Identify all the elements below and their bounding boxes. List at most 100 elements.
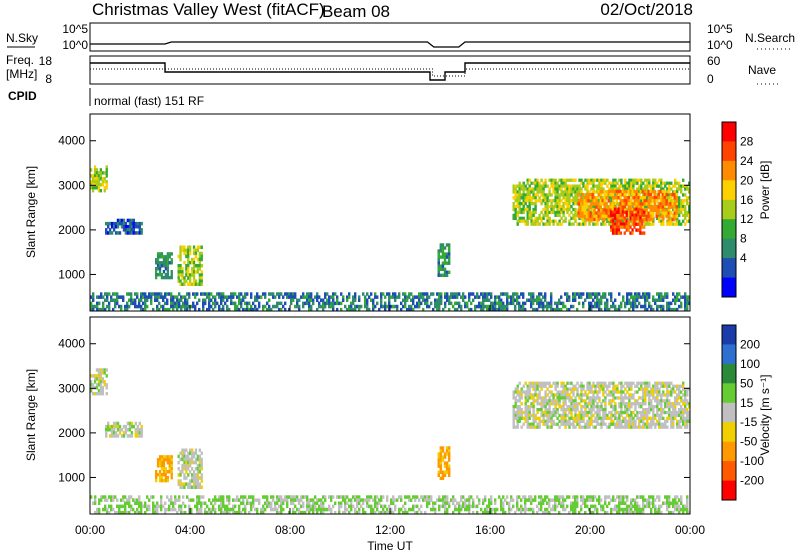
data-cell (246, 292, 249, 296)
data-cell (126, 231, 130, 235)
data-cell (396, 307, 399, 312)
data-cell (600, 193, 603, 197)
data-cell (180, 307, 183, 312)
data-cell (581, 217, 584, 222)
data-cell (236, 304, 239, 309)
data-cell (454, 307, 457, 312)
data-cell (676, 307, 679, 312)
data-cell (658, 298, 661, 302)
data-cell (637, 199, 640, 203)
data-cell (652, 295, 655, 299)
data-cell (430, 498, 433, 502)
data-cell (354, 495, 357, 499)
data-cell (496, 307, 499, 312)
data-cell (672, 384, 675, 388)
data-cell (526, 181, 529, 185)
data-cell (684, 387, 687, 391)
data-cell (643, 225, 646, 229)
data-cell (596, 301, 599, 306)
data-cell (666, 381, 669, 385)
data-cell (688, 210, 691, 215)
data-cell (528, 184, 531, 188)
data-cell (250, 495, 253, 499)
data-cell (630, 381, 633, 385)
data-cell (140, 428, 143, 432)
data-cell (198, 460, 201, 465)
data-cell (160, 501, 163, 505)
data-cell (524, 193, 527, 197)
data-cell (298, 298, 301, 302)
data-cell (510, 498, 513, 502)
data-cell (92, 304, 95, 309)
data-cell (588, 292, 591, 296)
data-cell (208, 498, 211, 502)
data-cell (629, 208, 632, 212)
data-cell (672, 402, 675, 406)
data-cell (232, 498, 235, 502)
data-cell (606, 384, 609, 388)
data-cell (191, 460, 194, 465)
data-cell (516, 222, 519, 226)
data-cell (262, 504, 265, 509)
data-cell (626, 413, 629, 418)
data-cell (330, 304, 333, 309)
data-cell (652, 210, 655, 215)
data-cell (570, 190, 573, 194)
data-cell (682, 410, 685, 415)
data-cell (98, 307, 101, 312)
data-cell (516, 205, 519, 209)
data-cell (630, 304, 633, 309)
data-cell (200, 257, 203, 262)
data-cell (198, 463, 201, 468)
data-cell (512, 216, 515, 220)
data-cell (528, 205, 531, 209)
data-cell (110, 428, 114, 432)
data-cell (244, 301, 247, 306)
data-cell (155, 270, 158, 274)
data-cell (328, 301, 331, 306)
data-cell (444, 304, 447, 309)
data-cell (222, 292, 225, 296)
data-cell (536, 199, 539, 203)
data-cell (630, 301, 633, 306)
data-cell (138, 298, 141, 302)
data-cell (177, 454, 180, 459)
data-cell (661, 214, 664, 219)
data-cell (156, 304, 159, 309)
data-cell (178, 504, 181, 509)
data-cell (564, 190, 567, 194)
data-cell (350, 507, 353, 512)
data-cell (480, 307, 483, 312)
data-cell (418, 498, 421, 502)
data-cell (540, 413, 543, 418)
data-cell (354, 298, 357, 302)
data-cell (646, 413, 649, 418)
data-cell (204, 292, 207, 296)
data-cell (650, 405, 653, 409)
data-cell (532, 181, 535, 185)
data-cell (268, 307, 271, 312)
data-cell (532, 405, 535, 409)
data-cell (132, 225, 135, 229)
data-cell (572, 416, 575, 420)
data-cell (666, 307, 669, 312)
data-cell (158, 252, 162, 256)
data-cell (520, 402, 523, 406)
data-cell (194, 473, 198, 477)
data-cell (637, 207, 640, 211)
data-cell (120, 218, 124, 223)
data-cell (198, 507, 201, 512)
data-cell (152, 307, 155, 312)
data-cell (611, 210, 615, 214)
data-cell (318, 507, 321, 512)
data-cell (546, 205, 549, 209)
data-cell (454, 507, 457, 512)
data-cell (603, 199, 606, 203)
data-cell (664, 402, 667, 406)
data-cell (458, 292, 461, 296)
data-cell (610, 222, 613, 226)
data-cell (570, 184, 573, 188)
data-cell (276, 510, 279, 515)
data-cell (452, 295, 455, 299)
data-cell (185, 270, 188, 274)
